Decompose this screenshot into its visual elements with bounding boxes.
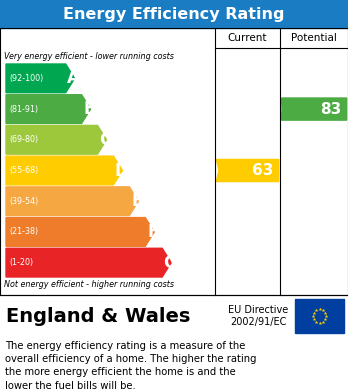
Text: EU Directive
2002/91/EC: EU Directive 2002/91/EC bbox=[228, 305, 288, 327]
Text: 83: 83 bbox=[320, 102, 341, 117]
Bar bbox=[0, 28, 348, 295]
Bar bbox=[0, 0, 348, 28]
Text: Energy Efficiency Rating: Energy Efficiency Rating bbox=[63, 7, 285, 22]
Polygon shape bbox=[6, 95, 90, 124]
Polygon shape bbox=[6, 64, 75, 93]
Text: (92-100): (92-100) bbox=[9, 74, 43, 83]
Polygon shape bbox=[6, 217, 154, 246]
Text: Very energy efficient - lower running costs: Very energy efficient - lower running co… bbox=[4, 52, 174, 61]
Bar bbox=[295, 299, 344, 333]
Text: A: A bbox=[67, 69, 80, 87]
Text: (81-91): (81-91) bbox=[9, 104, 38, 113]
Text: Current: Current bbox=[228, 33, 267, 43]
Text: G: G bbox=[163, 254, 177, 272]
Text: England & Wales: England & Wales bbox=[6, 307, 190, 325]
Text: F: F bbox=[148, 223, 159, 241]
Text: E: E bbox=[132, 192, 143, 210]
Text: D: D bbox=[114, 161, 128, 179]
Text: (1-20): (1-20) bbox=[9, 258, 33, 267]
Text: (55-68): (55-68) bbox=[9, 166, 38, 175]
Text: The energy efficiency rating is a measure of the
overall efficiency of a home. T: The energy efficiency rating is a measur… bbox=[5, 341, 256, 391]
Text: B: B bbox=[83, 100, 96, 118]
Text: Potential: Potential bbox=[291, 33, 337, 43]
Bar bbox=[0, 295, 348, 337]
Polygon shape bbox=[6, 187, 139, 215]
Polygon shape bbox=[6, 126, 106, 154]
Polygon shape bbox=[216, 160, 279, 181]
Text: (69-80): (69-80) bbox=[9, 135, 38, 144]
Polygon shape bbox=[6, 248, 171, 277]
Text: 63: 63 bbox=[252, 163, 274, 178]
Text: Not energy efficient - higher running costs: Not energy efficient - higher running co… bbox=[4, 280, 174, 289]
Text: (39-54): (39-54) bbox=[9, 197, 38, 206]
Text: C: C bbox=[100, 131, 112, 149]
Polygon shape bbox=[6, 156, 122, 185]
Text: (21-38): (21-38) bbox=[9, 228, 38, 237]
Polygon shape bbox=[282, 98, 347, 120]
